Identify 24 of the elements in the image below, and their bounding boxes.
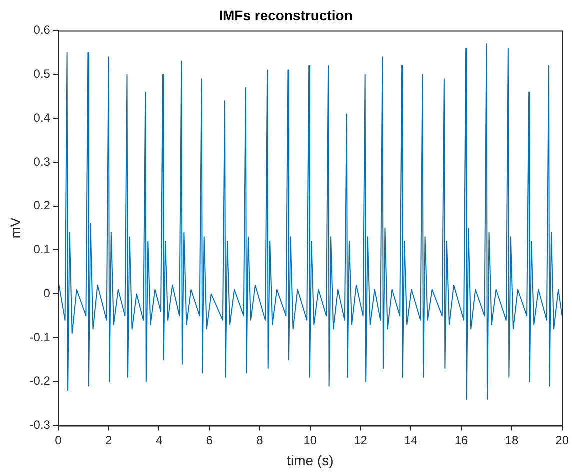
x-tick-label: 10 [304,433,318,448]
y-axis-title: mV [7,217,24,239]
y-tick-label: -0.3 [30,418,51,432]
y-tick-label: 0.3 [34,154,51,169]
y-tick-label: 0 [44,286,51,300]
x-tick-label: 20 [556,433,570,448]
y-tick-label: 0.5 [34,67,51,81]
x-tick-label: 18 [505,433,519,448]
x-tick-label: 6 [206,433,214,448]
x-tick-label: 14 [404,433,418,448]
x-tick-label: 0 [55,433,62,448]
y-tick-label: 0.4 [34,110,51,125]
x-axis-title: time (s) [287,452,334,468]
x-tick-label: 4 [156,433,163,448]
x-tick-label: 12 [354,433,368,448]
x-tick-label: 16 [454,433,469,448]
chart-title: IMFs reconstruction [219,7,353,24]
y-tick-label: 0.6 [34,23,51,38]
y-tick-label: -0.1 [30,330,51,344]
y-tick-label: 0.1 [34,242,51,257]
y-tick-label: 0.2 [34,198,51,213]
x-tick-label: 2 [106,433,113,448]
x-tick-label: 8 [256,433,264,448]
y-tick-label: -0.2 [30,374,51,388]
